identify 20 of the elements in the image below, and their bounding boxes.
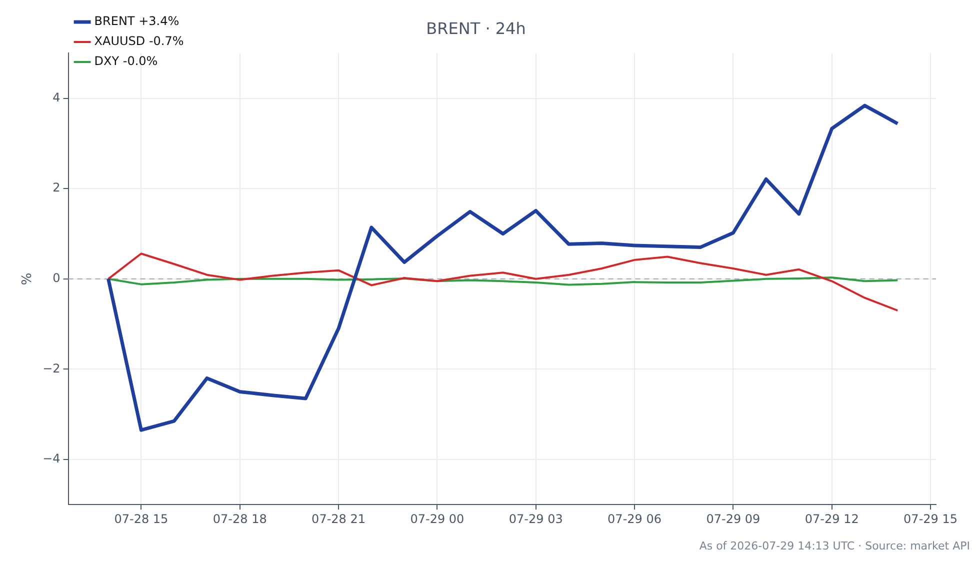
y-tick-label: −4 bbox=[42, 452, 60, 466]
legend-label: XAUUSD -0.7% bbox=[94, 34, 184, 48]
text: As of 2026-07-29 14:13 UTC · Source: market API bbox=[699, 539, 970, 552]
x-tick-label: 07-29 12 bbox=[804, 512, 859, 526]
x-tick-label: 07-28 18 bbox=[212, 512, 267, 526]
y-tick-label: 2 bbox=[52, 180, 60, 195]
y-tick-label: 4 bbox=[52, 90, 60, 104]
legend-label: DXY -0.0% bbox=[94, 54, 158, 68]
y-tick-label: −2 bbox=[42, 361, 60, 376]
x-tick-label: 07-29 00 bbox=[410, 512, 464, 526]
x-tick-label: 07-29 15 bbox=[904, 512, 958, 526]
y-axis-title: % bbox=[20, 272, 36, 286]
x-tick-label: 07-29 09 bbox=[706, 512, 760, 526]
x-tick-label: 07-29 03 bbox=[508, 512, 563, 526]
x-tick-label: 07-28 21 bbox=[312, 512, 366, 526]
x-tick-label: 07-29 06 bbox=[608, 512, 662, 526]
y-tick-label: 0 bbox=[52, 271, 60, 286]
legend-label: BRENT +3.4% bbox=[94, 14, 180, 28]
x-tick-label: 07-28 15 bbox=[114, 512, 168, 526]
chart-title: BRENT · 24h bbox=[426, 18, 526, 38]
